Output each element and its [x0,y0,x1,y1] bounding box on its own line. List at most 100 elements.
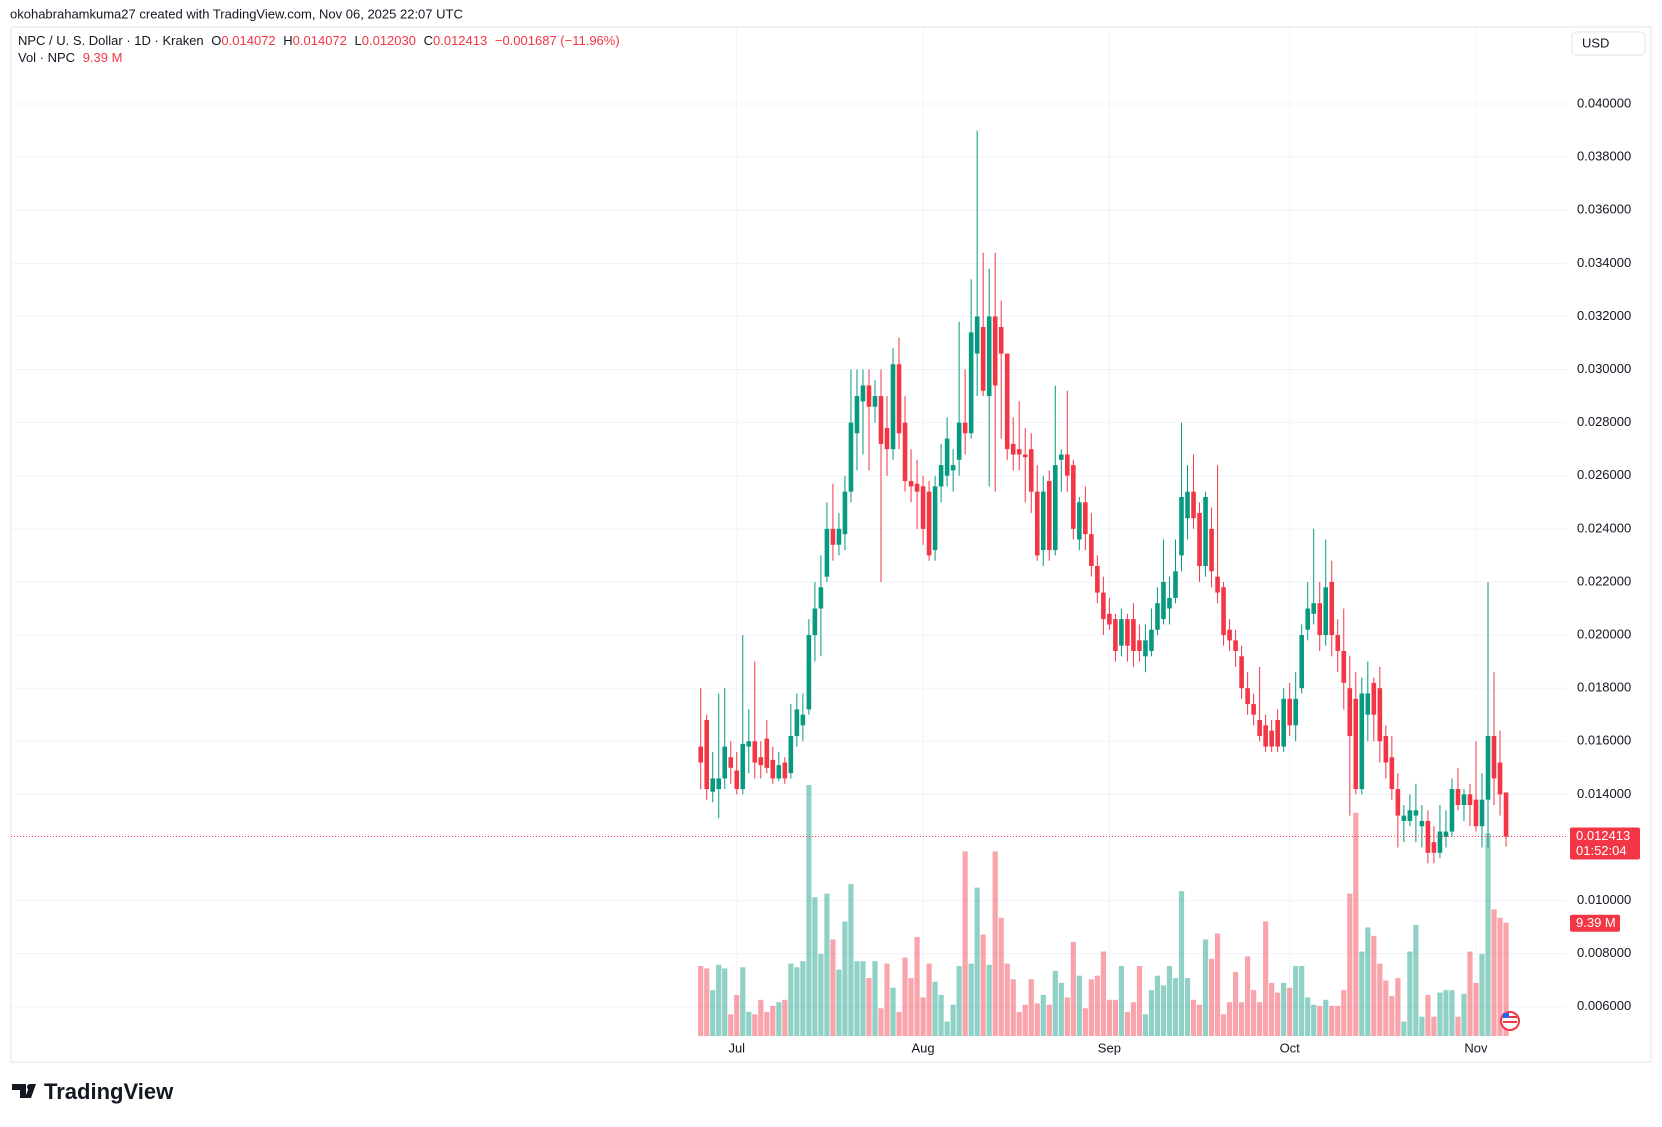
x-tick-label: Jul [728,1040,745,1055]
candle-body [1107,613,1112,625]
candle-body [1113,619,1118,651]
candle-body [830,528,836,545]
volume-bar [1040,994,1046,1036]
volume-bar [710,990,716,1036]
candle-body [1203,496,1208,567]
volume-bar [1419,1016,1425,1036]
volume-bar [962,851,968,1036]
volume-bar [1335,1005,1341,1036]
currency[interactable]: USD [1582,35,1609,50]
candle-body [914,483,920,492]
candle-body [782,762,788,779]
legend-value: 0.012413 [433,33,487,48]
volume-bar [1437,992,1443,1036]
volume-bar [1214,933,1221,1036]
candle-body [1281,698,1286,747]
volume-bar [1160,985,1167,1036]
candle-body [746,741,752,747]
y-tick-label: 0.032000 [1577,308,1631,323]
candle-body [980,327,986,391]
volume-pane [698,785,1509,1036]
volume-bar [1196,1004,1203,1036]
volume-bar [1407,951,1413,1036]
volume-bar [1232,972,1239,1036]
candle-body [1125,619,1130,646]
volume-bar [854,961,860,1036]
brand-logo [12,1084,36,1098]
candle-body [1149,629,1154,651]
volume-bar [1275,992,1281,1036]
candle-body [1377,688,1383,742]
volume-bar [806,785,812,1036]
volume-bar [1485,833,1491,1036]
y-tick-label: 0.008000 [1577,945,1631,960]
candle-body [866,385,872,407]
legend-key: H [283,33,292,48]
candle-body [992,316,998,386]
volume-bar [1251,990,1257,1036]
volume-bar [1154,975,1161,1036]
volume-bar [998,917,1004,1036]
volume-bar [1010,979,1016,1036]
candle-body [998,327,1004,354]
currency-button[interactable] [1571,31,1646,56]
candle-body [1251,704,1256,715]
volume-bar [866,978,872,1036]
volume-bar [1389,996,1395,1036]
candle-body [764,738,770,768]
volume-bar [908,978,914,1036]
candle-body [1443,831,1449,837]
candle-body [734,770,740,790]
volume-bar [1503,922,1509,1036]
candle-body [1431,842,1437,853]
volume-bar [1473,982,1479,1036]
volume-bar [944,1021,950,1036]
candle-body [710,778,716,792]
volume-bar [1226,1002,1233,1036]
candle-body [1173,571,1178,598]
candle-body [1191,491,1196,519]
candle-body [1335,635,1341,651]
volume-bar [932,981,938,1036]
candle-body [1155,603,1160,630]
y-tick-label: 0.024000 [1577,520,1631,535]
candle-body [836,528,842,545]
candle-body [1449,789,1455,832]
candle-body [962,422,968,434]
volume-bar [734,994,740,1036]
candle-body [812,608,818,636]
candle-body [1479,799,1485,827]
symbol: NPC / U. S. Dollar · 1D · Kraken [18,33,204,48]
volume-bar [1136,966,1143,1036]
volume-bar [1052,970,1058,1036]
volume-bar [1287,987,1293,1036]
legend-change: −0.001687 (−11.96%) [495,33,620,48]
candle-body [1287,698,1292,726]
volume-bar [884,963,890,1036]
candle-body [1167,597,1172,609]
candle-body [1311,603,1317,614]
candle-body [854,396,860,434]
volume-bar [1305,997,1311,1036]
candle-body [1401,815,1407,821]
volume-bar [920,997,926,1036]
candle-body [1215,576,1220,593]
volume-bar [1395,978,1401,1036]
volume-bar [986,964,992,1036]
candle-body [1137,640,1142,651]
candle-body [1040,491,1046,551]
y-tick-label: 0.006000 [1577,998,1631,1013]
volume-bar [896,1011,902,1036]
candle-body [1437,831,1443,853]
legend-key: C [424,33,433,48]
volume-bar [872,961,878,1036]
candle-body [968,332,974,434]
volume-bar [956,966,962,1036]
candle-body [1485,735,1491,800]
volume-bar [902,957,908,1036]
candle-body [1491,735,1497,779]
volume-bar [1124,1011,1131,1036]
volume-bar [824,893,830,1036]
candle-body [1257,720,1262,736]
